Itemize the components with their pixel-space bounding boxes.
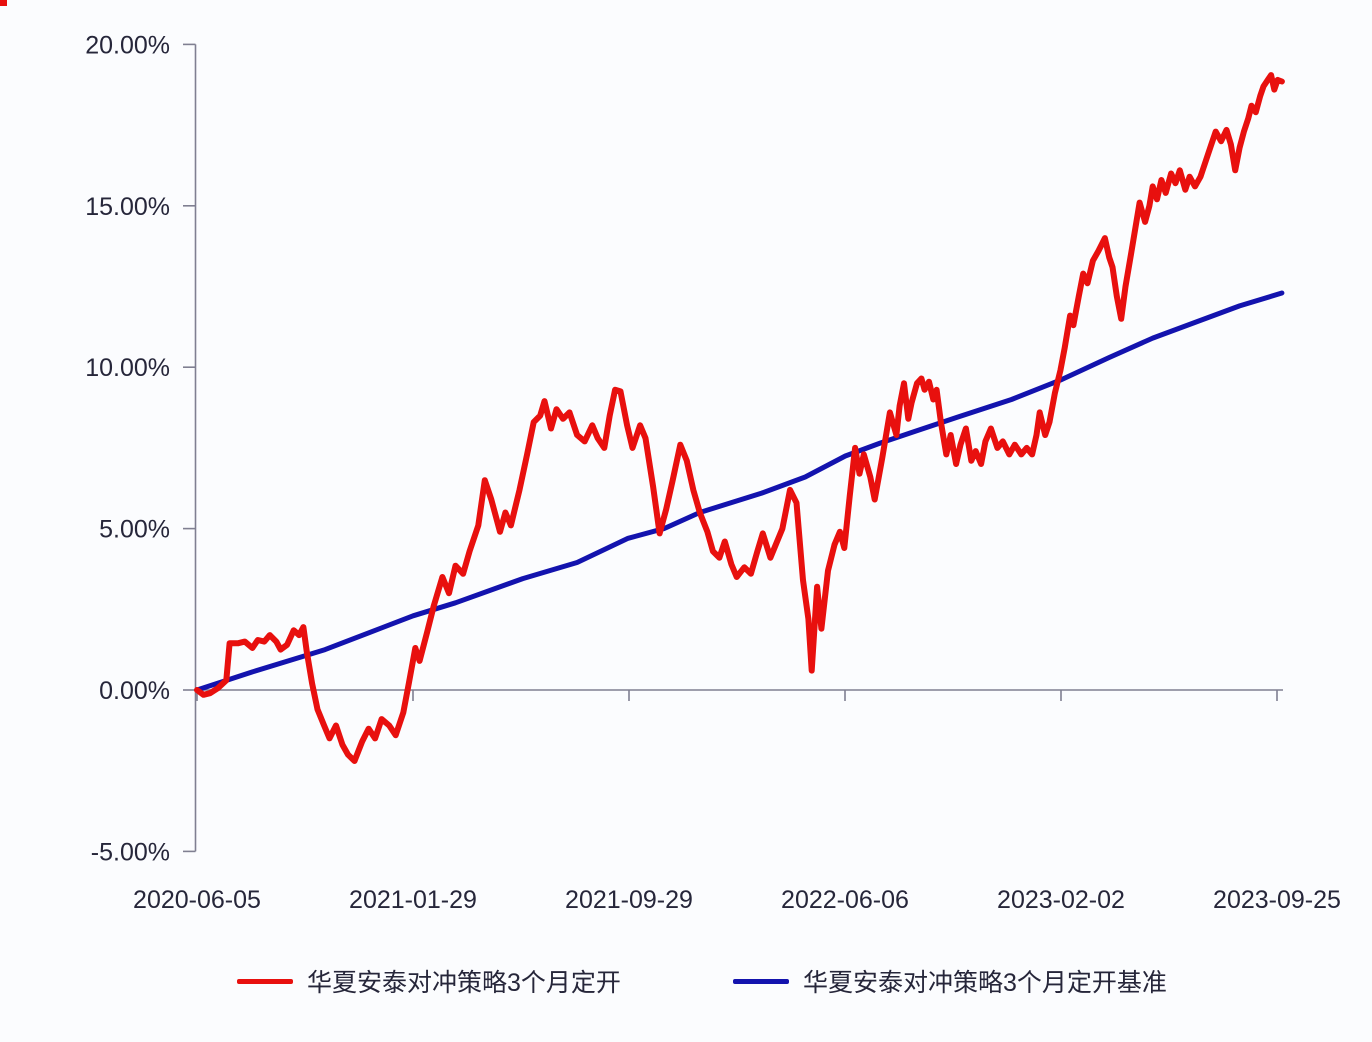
x-axis-tick-labels: 2020-06-05 2021-01-29 2021-09-29 2022-06… <box>133 886 1341 914</box>
top-left-red-artifact <box>0 0 7 6</box>
y-tick-label-neg5: -5.00% <box>91 838 170 866</box>
x-tick-label-2023-09-25: 2023-09-25 <box>1213 886 1341 914</box>
benchmark-line-swatch <box>733 978 789 984</box>
y-tick-label-5: 5.00% <box>99 516 170 544</box>
legend-item-fund: 华夏安泰对冲策略3个月定开 <box>237 962 621 1000</box>
fund-line-legend-label: 华夏安泰对冲策略3个月定开 <box>307 969 621 997</box>
benchmark-line-series <box>194 290 1285 693</box>
benchmark-line-legend-label: 华夏安泰对冲策略3个月定开基准 <box>803 969 1167 997</box>
x-tick-label-2020-06-05: 2020-06-05 <box>133 886 261 914</box>
legend-item-benchmark: 华夏安泰对冲策略3个月定开基准 <box>733 962 1167 1000</box>
y-axis-tick-labels: 20.00% 15.00% 10.00% 5.00% 0.00% -5.00% <box>85 31 170 866</box>
y-tick-label-10: 10.00% <box>85 354 170 382</box>
axes <box>183 43 1283 853</box>
y-tick-label-0: 0.00% <box>99 677 170 705</box>
fund-line-series <box>194 72 1285 764</box>
x-tick-label-2023-02-02: 2023-02-02 <box>997 886 1125 914</box>
y-tick-label-20: 20.00% <box>85 31 170 59</box>
x-tick-label-2021-01-29: 2021-01-29 <box>349 886 477 914</box>
fund-line-swatch <box>237 978 293 984</box>
x-tick-label-2021-09-29: 2021-09-29 <box>565 886 693 914</box>
x-tick-label-2022-06-06: 2022-06-06 <box>781 886 909 914</box>
y-tick-label-15: 15.00% <box>85 193 170 221</box>
